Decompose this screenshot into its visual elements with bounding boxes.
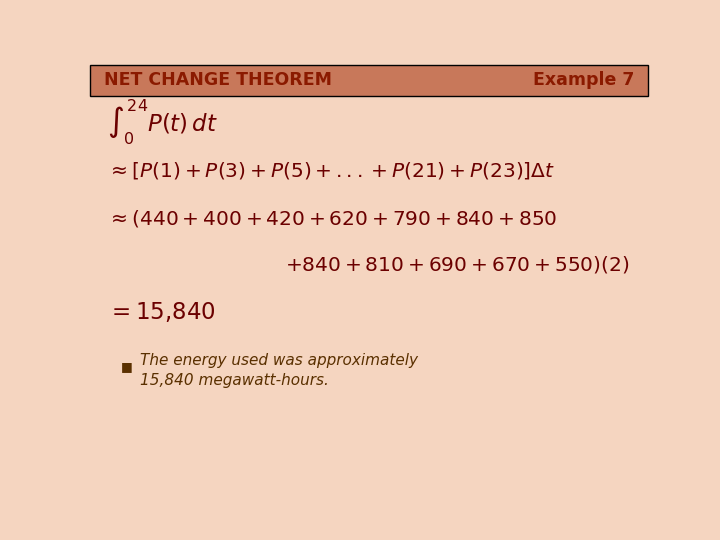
Text: The energy used was approximately: The energy used was approximately xyxy=(140,353,418,368)
FancyBboxPatch shape xyxy=(90,65,648,96)
Text: $\approx [P(1) + P(3) + P(5) + ... + P(21) + P(23)]\Delta t$: $\approx [P(1) + P(3) + P(5) + ... + P(2… xyxy=(107,160,554,181)
Text: $= 15{,}840$: $= 15{,}840$ xyxy=(107,300,215,324)
Text: $\int_0^{24} P(t)\,dt$: $\int_0^{24} P(t)\,dt$ xyxy=(107,99,217,147)
Text: Example 7: Example 7 xyxy=(533,71,634,89)
Text: $\approx (440 + 400 + 420 + 620 + 790 + 840 + 850$: $\approx (440 + 400 + 420 + 620 + 790 + … xyxy=(107,208,557,229)
Text: ■: ■ xyxy=(121,360,132,373)
Text: NET CHANGE THEOREM: NET CHANGE THEOREM xyxy=(104,71,332,89)
Text: 15,840 megawatt-hours.: 15,840 megawatt-hours. xyxy=(140,373,329,388)
Text: $+ 840 + 810 + 690 + 670 + 550)(2)$: $+ 840 + 810 + 690 + 670 + 550)(2)$ xyxy=(285,254,630,275)
